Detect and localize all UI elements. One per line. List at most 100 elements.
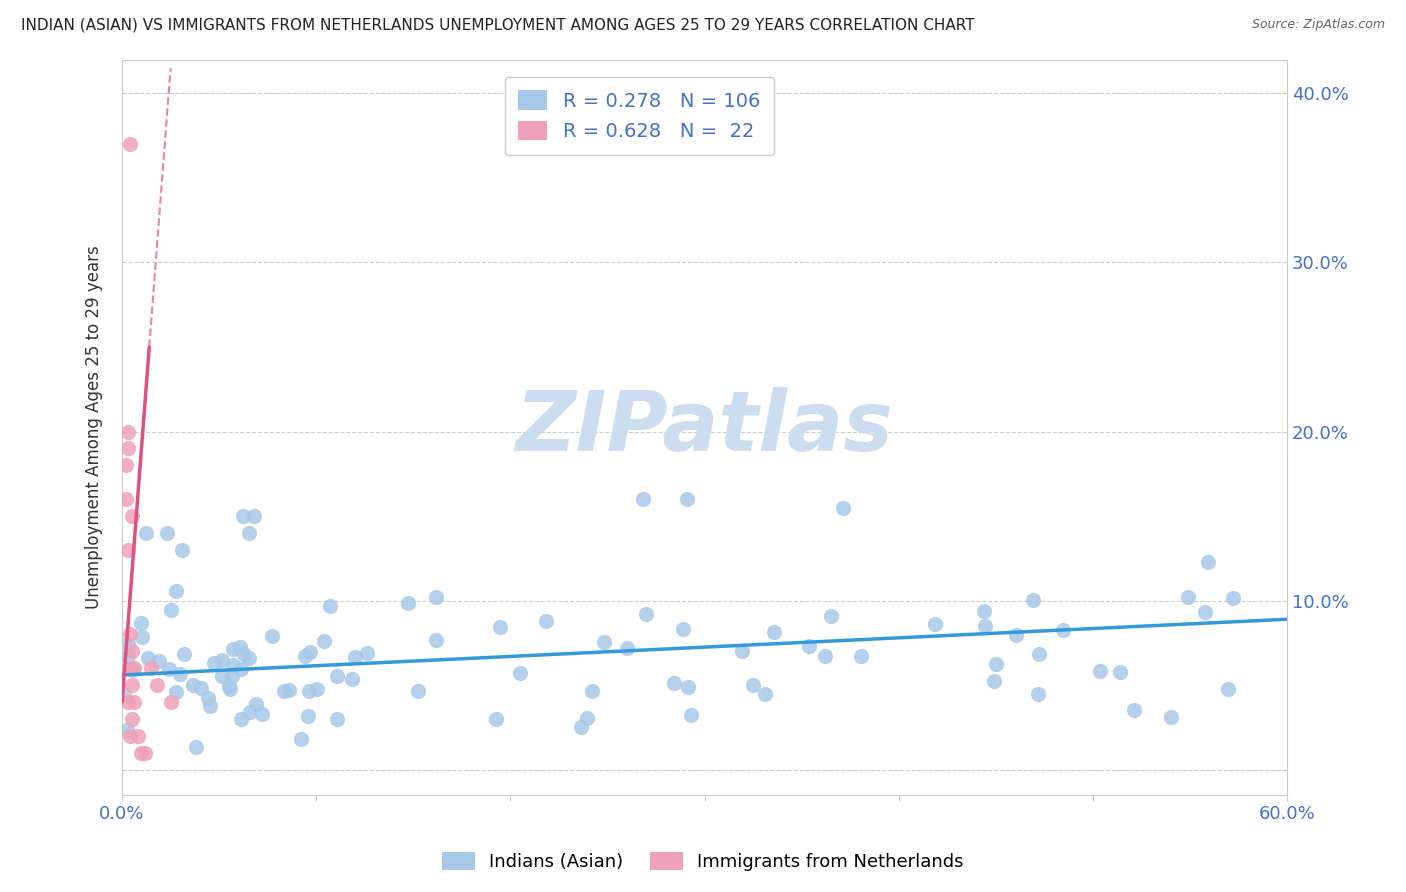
Point [277,683,299,698]
Point [305,682,328,697]
Point [356,646,378,660]
Point [662,676,685,690]
Point [127,729,149,743]
Point [141,661,163,675]
Point [159,695,181,709]
Point [974,619,997,633]
Point [343,650,366,665]
Point [1026,687,1049,701]
Point [983,674,1005,689]
Point [122,661,145,675]
Point [763,625,786,640]
Point [121,712,143,726]
Point [184,739,207,754]
Point [218,681,240,696]
Point [211,669,233,683]
Text: ZIPatlas: ZIPatlas [516,387,893,467]
Point [634,607,657,621]
Point [165,583,187,598]
Point [297,709,319,723]
Point [299,645,322,659]
Point [157,662,180,676]
Point [117,695,139,709]
Point [298,684,321,698]
Point [631,492,654,507]
Point [754,687,776,701]
Point [165,685,187,699]
Point [1197,555,1219,569]
Point [156,526,179,541]
Point [131,630,153,644]
Y-axis label: Unemployment Among Ages 25 to 29 years: Unemployment Among Ages 25 to 29 years [86,245,103,609]
Point [231,712,253,726]
Point [121,644,143,658]
Point [238,526,260,541]
Point [326,712,349,726]
Point [118,729,141,743]
Point [229,662,252,676]
Point [242,509,264,524]
Point [1222,591,1244,605]
Point [181,678,204,692]
Point [117,723,139,738]
Point [115,458,138,473]
Point [273,683,295,698]
Point [575,711,598,725]
Point [117,442,139,456]
Point [190,681,212,696]
Point [1177,591,1199,605]
Point [832,500,855,515]
Point [118,661,141,675]
Point [129,615,152,630]
Point [672,622,695,636]
Point [1088,664,1111,678]
Point [1123,703,1146,717]
Point [200,698,222,713]
Point [742,678,765,692]
Point [396,596,419,610]
Point [117,649,139,664]
Point [1028,648,1050,662]
Point [117,542,139,557]
Point [593,635,616,649]
Point [1216,682,1239,697]
Point [173,647,195,661]
Legend: Indians (Asian), Immigrants from Netherlands: Indians (Asian), Immigrants from Netherl… [434,845,972,879]
Point [1005,628,1028,642]
Point [312,633,335,648]
Point [118,137,141,152]
Point [221,669,243,683]
Point [1109,665,1132,679]
Point [679,707,702,722]
Point [408,684,430,698]
Point [262,629,284,643]
Point [319,599,342,613]
Point [425,632,447,647]
Point [238,651,260,665]
Point [172,542,194,557]
Point [245,697,267,711]
Point [131,746,153,760]
Point [294,649,316,664]
Point [488,620,510,634]
Point [115,492,138,507]
Point [232,509,254,524]
Point [169,666,191,681]
Point [290,731,312,746]
Point [138,650,160,665]
Text: Source: ZipAtlas.com: Source: ZipAtlas.com [1251,18,1385,31]
Point [211,653,233,667]
Point [218,680,240,694]
Point [676,492,699,507]
Point [197,690,219,705]
Point [425,590,447,604]
Point [797,639,820,653]
Point [232,647,254,661]
Legend: R = 0.278   N = 106, R = 0.628   N =  22: R = 0.278 N = 106, R = 0.628 N = 22 [505,77,773,154]
Point [536,615,558,629]
Point [222,642,245,657]
Point [326,669,349,683]
Point [135,526,157,541]
Point [239,706,262,720]
Text: INDIAN (ASIAN) VS IMMIGRANTS FROM NETHERLANDS UNEMPLOYMENT AMONG AGES 25 TO 29 Y: INDIAN (ASIAN) VS IMMIGRANTS FROM NETHER… [21,18,974,33]
